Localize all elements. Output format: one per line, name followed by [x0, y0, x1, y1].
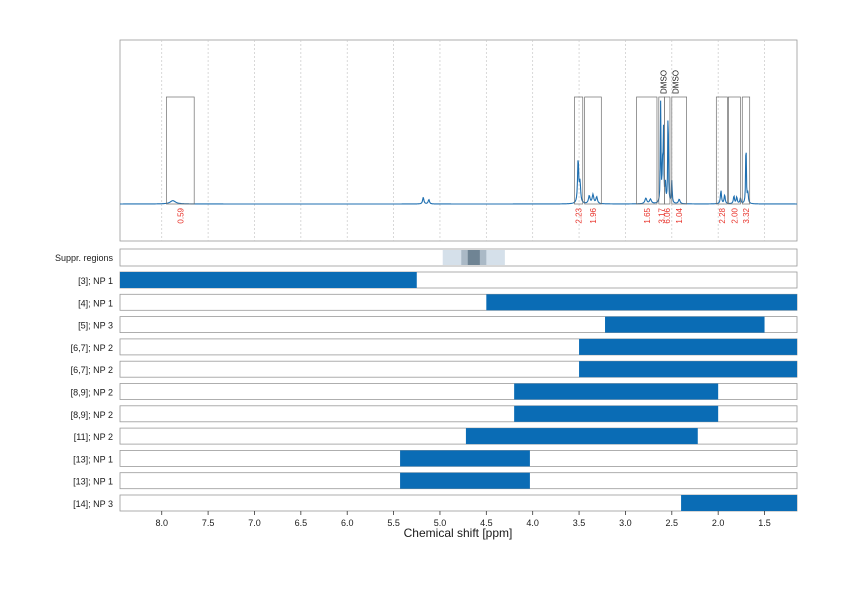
row-label: [13]; NP 1 — [73, 477, 113, 487]
row-range-bar — [681, 495, 797, 511]
integration-box — [741, 96, 751, 205]
row-label: [8,9]; NP 2 — [71, 410, 113, 420]
row-label: [8,9]; NP 2 — [71, 388, 113, 398]
x-tick-label: 6.5 — [295, 518, 308, 528]
integration-box — [574, 96, 584, 205]
integral-value: 2.23 — [575, 207, 584, 223]
row-range-bar — [486, 294, 797, 311]
row-range-bar — [400, 450, 530, 467]
row-label: [6,7]; NP 2 — [71, 365, 113, 375]
assignment-row: [5]; NP 3 — [78, 316, 798, 334]
integration-box — [671, 96, 687, 205]
x-axis-label: Chemical shift [ppm] — [404, 526, 513, 540]
x-tick-label: 6.0 — [341, 518, 354, 528]
integration-box — [715, 96, 728, 205]
suppression-panel: Suppr. regions — [55, 248, 798, 267]
x-tick-label: 2.5 — [666, 518, 679, 528]
row-label: [3]; NP 1 — [78, 276, 113, 286]
integral-value: 2.00 — [730, 207, 739, 223]
integration-box — [728, 96, 741, 205]
assignment-row: [8,9]; NP 2 — [71, 383, 798, 400]
integral-value: 3.17 — [658, 207, 667, 223]
row-range-bar — [579, 361, 797, 378]
suppression-label: Suppr. regions — [55, 253, 114, 263]
assignment-row: [4]; NP 1 — [78, 293, 798, 311]
integration-box — [664, 96, 671, 205]
row-range-bar — [514, 405, 719, 422]
assignment-row: [6,7]; NP 2 — [71, 338, 798, 356]
x-tick-label: 7.5 — [202, 518, 215, 528]
row-label: [6,7]; NP 2 — [71, 343, 113, 353]
x-axis: 8.0 7.5 7.0 6.5 6.0 5.5 5.0 4.5 4.0 3.5 3.0 2.5 2.0 1… — [155, 511, 771, 528]
x-tick-label: 4.0 — [526, 518, 539, 528]
assignment-row: [14]; NP 3 — [73, 494, 798, 512]
assignment-row: [13]; NP 1 — [73, 472, 798, 490]
integral-value: 2.28 — [718, 207, 727, 223]
assignment-row: [6,7]; NP 2 — [71, 360, 798, 378]
x-tick-label: 5.5 — [387, 518, 400, 528]
row-range-bar — [465, 428, 698, 445]
x-tick-label: 5.0 — [434, 518, 447, 528]
row-range-bar — [605, 316, 765, 333]
assignment-row: [13]; NP 1 — [73, 449, 798, 467]
integral-value: 6.06 — [663, 207, 672, 223]
integral-value: 1.04 — [675, 207, 684, 223]
integral-value: 1.65 — [643, 207, 652, 223]
x-tick-label: 2.0 — [712, 518, 725, 528]
x-tick-label: 1.5 — [758, 518, 771, 528]
row-label: [14]; NP 3 — [73, 499, 113, 509]
assignment-row: [11]; NP 2 — [74, 427, 798, 445]
solvent-label: DMSO — [659, 70, 668, 94]
spectrum-panel: 0.59 2.23 1.96 1.65 3.176.06 1.04 2.28 2.00 3.32… — [119, 39, 798, 242]
x-tick-label: 3.0 — [619, 518, 632, 528]
x-tick-label: 3.5 — [573, 518, 586, 528]
spectrum-frame — [119, 39, 798, 242]
x-tick-label: 7.0 — [248, 518, 261, 528]
row-label: [5]; NP 3 — [78, 321, 113, 331]
row-range-bar — [514, 383, 719, 400]
suppression-region — [467, 250, 480, 265]
integration-box — [584, 96, 602, 205]
x-tick-label: 8.0 — [155, 518, 168, 528]
integral-value: 0.59 — [176, 207, 185, 223]
integration-box — [166, 96, 195, 205]
integral-value: 1.96 — [589, 207, 598, 223]
row-range-bar — [579, 338, 797, 355]
row-label: [4]; NP 1 — [78, 298, 113, 308]
row-label: [13]; NP 1 — [73, 454, 113, 464]
assignment-row: [3]; NP 1 — [78, 271, 798, 289]
row-range-bar — [120, 272, 417, 288]
row-label: [11]; NP 2 — [74, 432, 113, 442]
assignment-row: [8,9]; NP 2 — [71, 405, 798, 423]
integral-value: 3.32 — [742, 207, 751, 223]
solvent-label: DMSO — [672, 70, 681, 94]
integration-box — [636, 96, 658, 205]
x-tick-label: 4.5 — [480, 518, 493, 528]
row-range-bar — [400, 472, 530, 489]
assignment-rows: [3]; NP 1 [4]; NP 1 [5]; NP 3 [6,7]; NP 2 [6… — [71, 271, 798, 512]
